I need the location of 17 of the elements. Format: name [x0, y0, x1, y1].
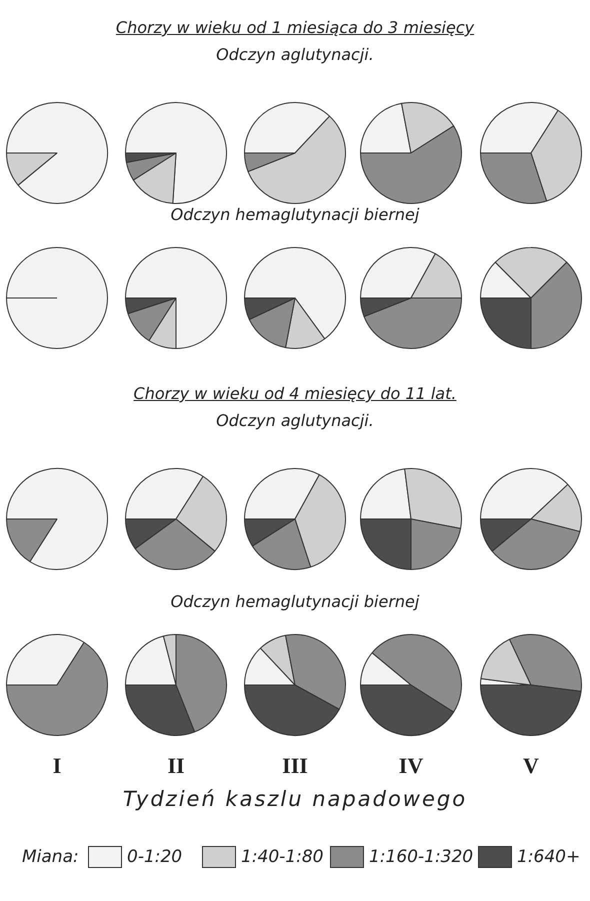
chart-title: Odczyn hemaglutynacji biernej	[170, 205, 420, 224]
text: III	[281, 753, 309, 778]
chart-subtitle: Odczyn aglutynacji.	[216, 411, 374, 430]
text: V	[522, 753, 540, 778]
chart-title: Chorzy w wieku od 4 miesięcy do 11 lat.	[134, 384, 456, 403]
text: Tydzień kaszlu napadowego	[122, 786, 468, 812]
legend-label: 1:160-1:320	[369, 846, 474, 868]
legend-label: 0-1:20	[127, 846, 182, 868]
text: IV	[398, 753, 424, 778]
chart-title: Chorzy w wieku od 1 miesiąca do 3 miesięcy	[116, 18, 474, 37]
chart-title: Odczyn hemaglutynacji biernej	[170, 592, 420, 611]
legend-title: Miana:	[22, 846, 79, 868]
text: I	[52, 753, 62, 778]
legend-label: 1:640+	[517, 846, 580, 868]
legend-label: 1:40-1:80	[241, 846, 324, 868]
chart-subtitle: Odczyn aglutynacji.	[216, 45, 374, 64]
text: II	[166, 753, 186, 778]
